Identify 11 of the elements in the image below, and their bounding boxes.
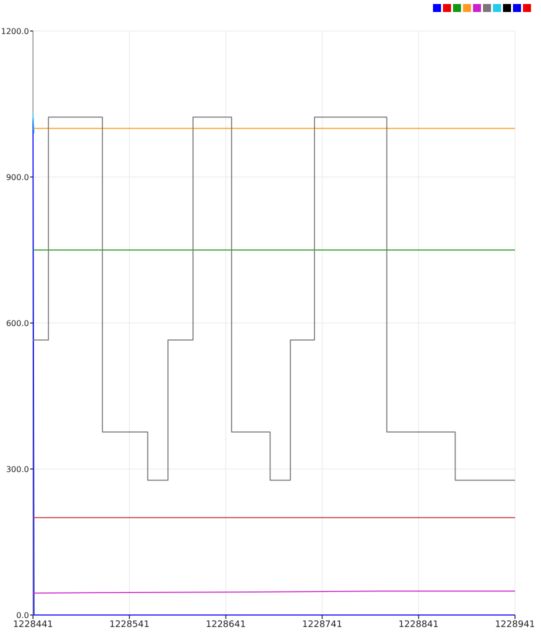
y-tick-label: 900.0 [6,173,29,182]
x-tick-label: 1228741 [302,620,342,630]
y-tick-label: 300.0 [6,465,29,474]
y-tick-label: 0.0 [16,611,29,620]
x-tick-label: 1228641 [206,620,246,630]
y-tick-label: 600.0 [6,319,29,328]
x-tick-label: 1228941 [494,620,536,630]
x-tick-label: 1228441 [12,620,54,630]
x-tick-label: 1228541 [109,620,150,630]
y-tick-label: 1200.0 [1,27,29,36]
x-tick-label: 1228841 [398,620,439,630]
